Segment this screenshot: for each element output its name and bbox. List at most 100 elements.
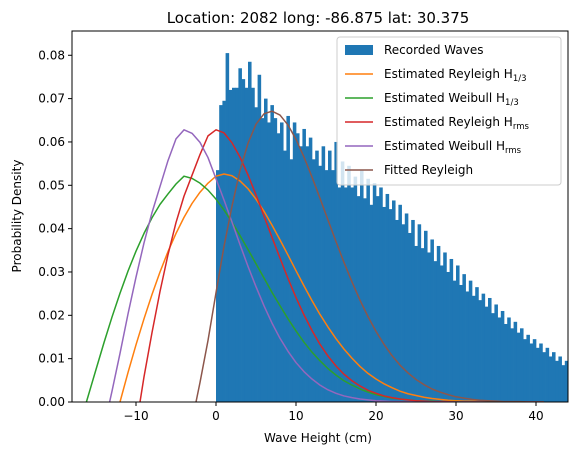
y-tick-label: 0.04 [38,222,65,236]
histogram-bar [292,122,297,402]
histogram-bar [532,339,537,402]
series-line [85,175,544,402]
histogram-bar [497,317,502,402]
y-axis-label: Probability Density [10,160,24,273]
y-tick-label: 0.05 [38,178,65,192]
histogram-bar [273,118,278,402]
histogram-bar [427,252,431,402]
histogram-bar [222,100,226,402]
histogram-bar [491,313,495,402]
histogram-bar [401,224,406,402]
legend-frame [336,36,562,186]
histogram-bar [334,141,338,402]
histogram-bar [536,347,540,402]
histogram-bar [488,297,492,402]
histogram-bar [555,360,559,402]
series-lines [85,110,544,402]
histogram-bar [347,165,351,402]
histogram-bar [264,98,268,402]
series-line [195,110,544,402]
histogram-bar [232,87,236,402]
x-axis: −10 0 10 20 30 40 [123,402,544,423]
histogram-bar [424,230,428,402]
histogram-bar [318,165,322,402]
histogram-bar [417,224,422,402]
histogram-bar [513,321,518,402]
histogram-bar [481,293,486,402]
histogram-bar [379,187,383,402]
histogram-bar [328,150,332,402]
histogram-bar [312,159,316,402]
histogram-bar [542,352,546,402]
histogram-bar [350,187,354,402]
histogram-bar [337,187,342,402]
histogram-bar [411,219,415,402]
histogram-bar [302,128,306,402]
histogram-bar [529,343,534,402]
y-tick-label: 0.02 [38,308,65,322]
histogram-bar [219,105,223,402]
histogram-bar [548,356,553,402]
histogram-bar [484,306,489,402]
histogram-bar [267,122,271,402]
histogram-bar [504,323,508,402]
histogram-bar [363,198,367,402]
series-line [139,129,544,402]
histogram-bar [564,360,568,402]
histogram-bar [433,261,438,402]
x-axis-label: Wave Height (cm) [264,431,372,445]
histogram-bar [539,343,543,402]
histogram-bar [270,105,274,402]
histogram-bar [308,137,313,402]
histogram-bar [251,87,255,402]
plot-area [85,53,568,402]
legend-label: Estimated Reyleigh Hrms [384,115,529,132]
histogram-bar [235,87,239,402]
histogram-bar [289,159,294,402]
histogram-bar [468,280,473,402]
histogram-bar [296,133,300,402]
histogram-bar [452,280,457,402]
histogram-bar [510,328,514,402]
legend-label: Estimated Weibull H1/3 [384,91,519,108]
histogram-bar [440,265,444,402]
histogram-bar [395,219,399,402]
histogram-bar [420,248,425,402]
y-tick-label: 0.03 [38,265,65,279]
plot-frame [71,30,569,403]
histogram-bar [248,61,252,402]
histogram-bar [561,365,566,402]
y-tick-label: 0.08 [38,48,65,62]
histogram-bar [392,200,396,402]
histogram-bar [414,245,418,402]
x-tick-label: 20 [368,409,383,423]
legend-label: Estimated Weibull Hrms [384,139,522,156]
histogram-bar [257,74,262,402]
histogram-bar [520,328,524,402]
histogram-bar [382,206,386,402]
histogram-bar [472,295,476,402]
y-tick-label: 0.00 [38,395,65,409]
histogram-bar [244,87,249,402]
histogram-bar [475,287,479,402]
histogram-bar [376,196,380,402]
histogram-bar [494,304,498,402]
histogram-bar [331,170,335,402]
histogram-bar [443,252,447,402]
histogram-bar [286,115,290,402]
histogram-bar [398,204,402,402]
histogram-bar [478,300,482,402]
histogram-bar [456,265,460,402]
histogram-bar [360,170,364,402]
series-line [108,129,544,402]
histogram-bar [552,352,556,402]
histogram-bar [254,107,258,402]
legend: Recorded Waves Estimated Reyleigh H1/3 Est… [336,36,562,186]
histogram-bar [558,356,562,402]
histogram-bar [449,258,454,402]
histogram-bar [465,291,470,402]
histogram-bar [500,310,505,402]
histogram-bar [276,133,281,402]
legend-swatch [345,45,373,55]
